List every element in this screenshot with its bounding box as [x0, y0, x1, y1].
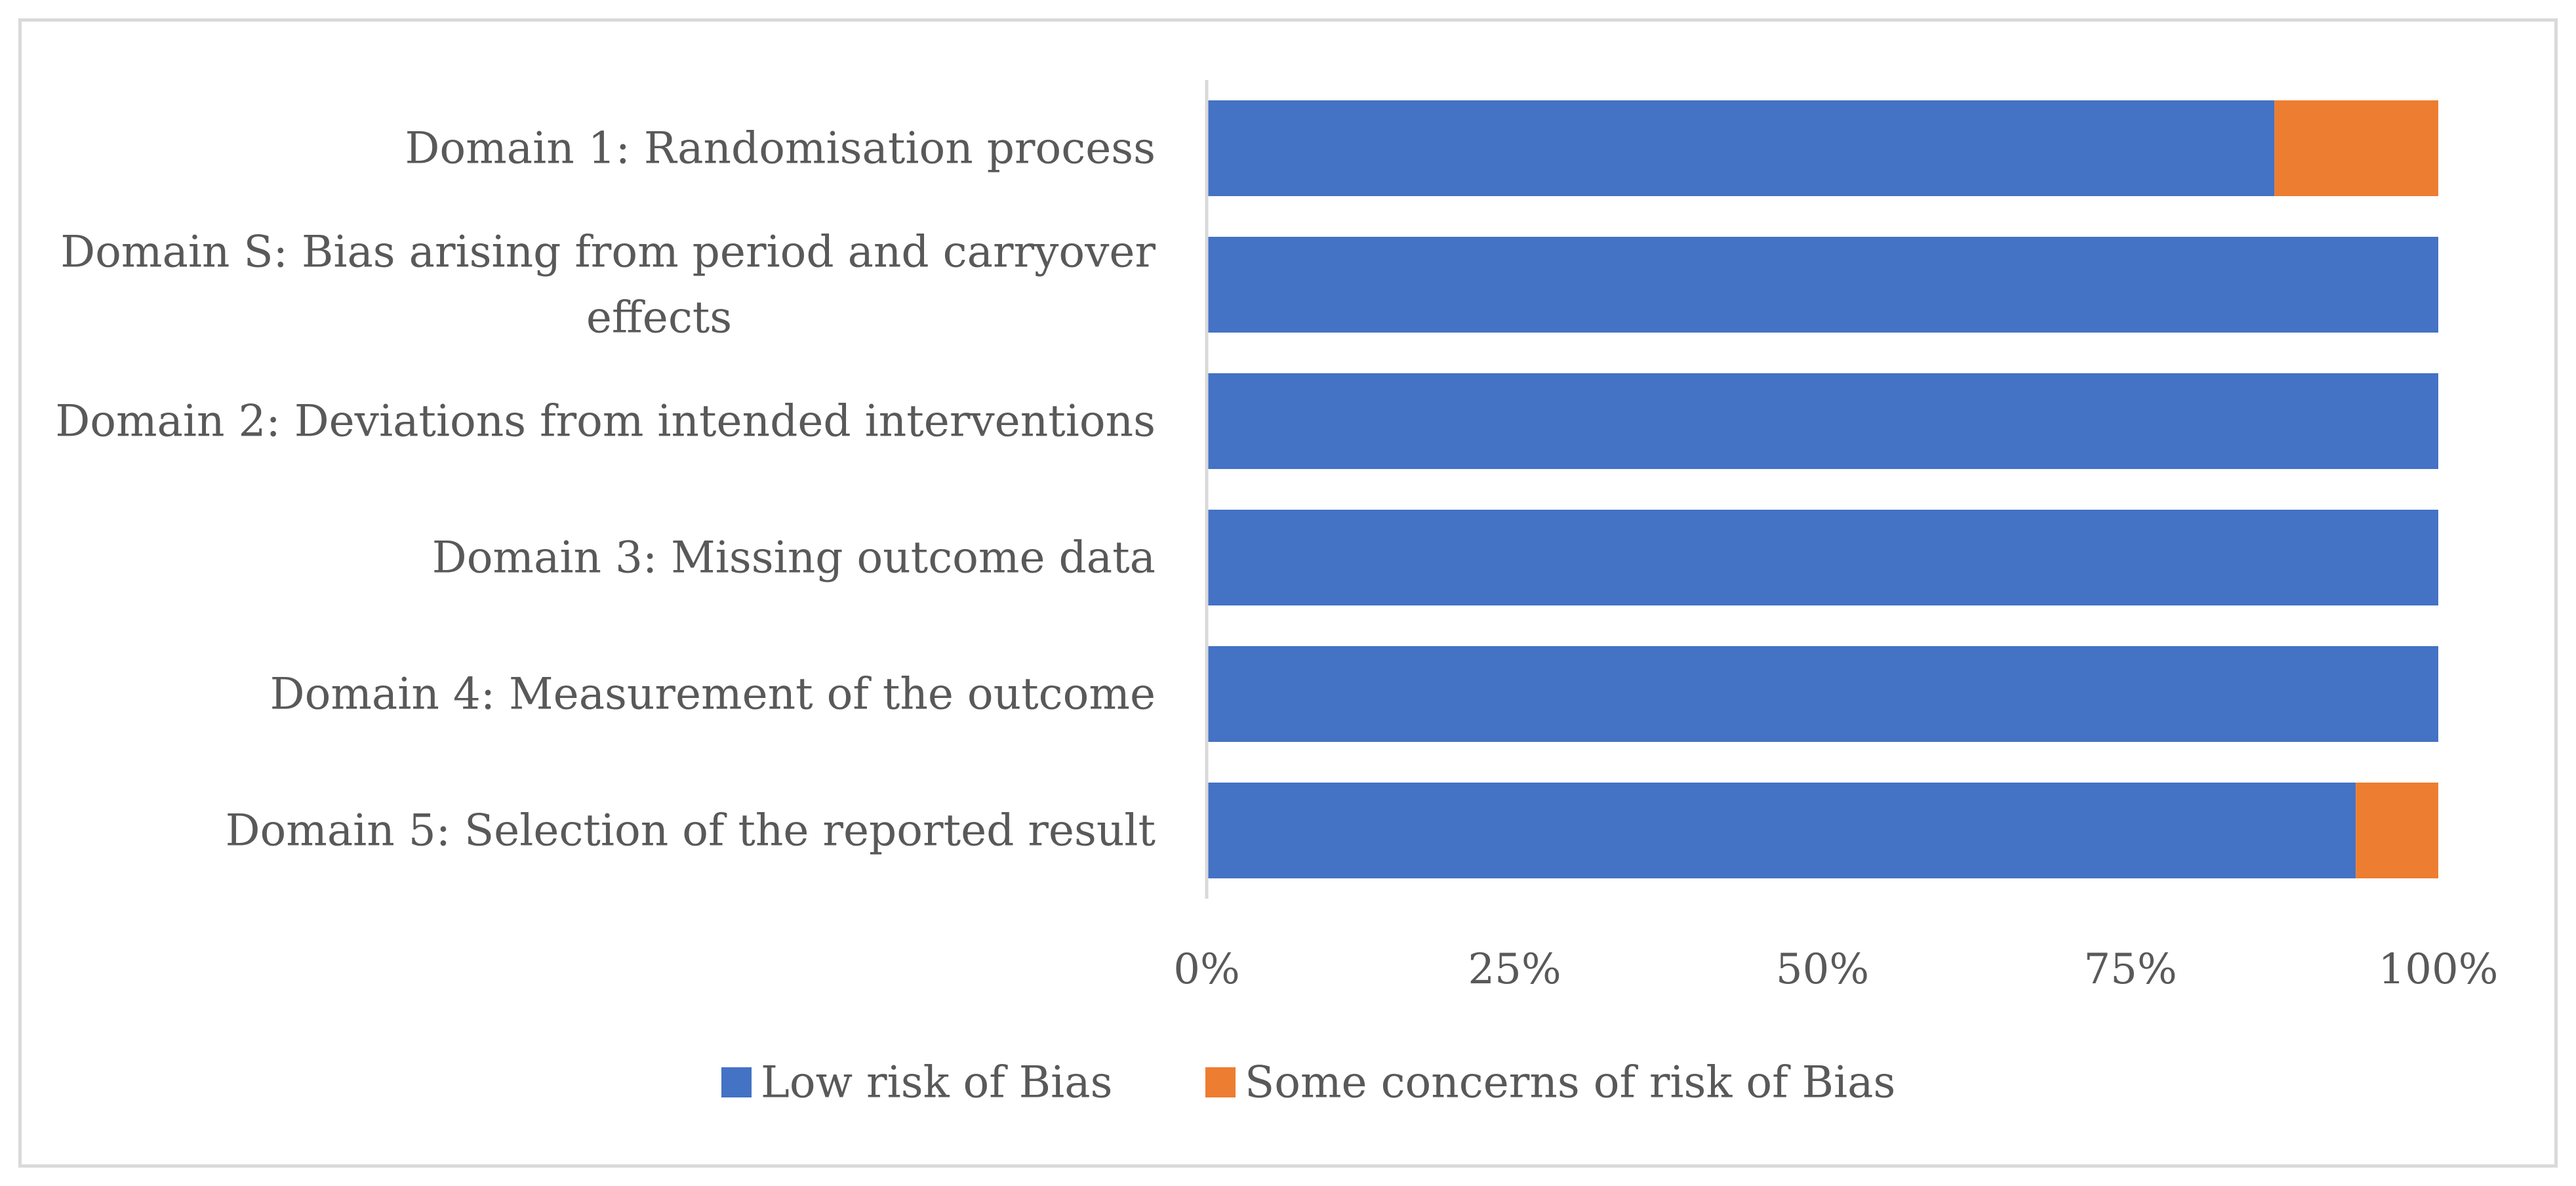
legend-swatch	[721, 1067, 752, 1097]
bar-low-risk-4	[1207, 510, 2438, 605]
bar-some-concerns-6	[2356, 783, 2438, 878]
x-tick-label: 75%	[2083, 945, 2177, 994]
category-label-5: Domain 4: Measurement of the outcome	[270, 669, 1156, 720]
bar-low-risk-3	[1207, 373, 2438, 469]
legend-item-low-risk: Low risk of Bias	[721, 1057, 1113, 1108]
legend: Low risk of Bias Some concerns of risk of…	[721, 1057, 1895, 1108]
legend-item-some-concerns: Some concerns of risk of Bias	[1205, 1057, 1895, 1108]
x-tick-label: 100%	[2379, 945, 2499, 994]
bar-low-risk-5	[1207, 646, 2438, 742]
category-labels: Domain 1: Randomisation process Domain S:…	[55, 123, 1156, 856]
x-tick-label: 25%	[1468, 945, 1561, 994]
x-axis-tick-labels: 0% 25% 50% 75% 100%	[1173, 945, 2498, 994]
category-label-2: Domain S: Bias arising from period and c…	[60, 227, 1156, 343]
bars-layer	[1207, 100, 2438, 878]
category-label-6: Domain 5: Selection of the reported resu…	[226, 806, 1156, 856]
legend-label: Low risk of Bias	[761, 1057, 1113, 1108]
x-tick-label: 50%	[1776, 945, 1869, 994]
legend-label: Some concerns of risk of Bias	[1245, 1057, 1895, 1108]
bar-low-risk-6	[1207, 783, 2356, 878]
category-label-3: Domain 2: Deviations from intended inter…	[55, 396, 1156, 447]
bar-low-risk-2	[1207, 237, 2438, 333]
category-label-line: Domain S: Bias arising from period and c…	[60, 227, 1156, 277]
bar-low-risk-1	[1207, 100, 2275, 196]
x-tick-label: 0%	[1173, 945, 1240, 994]
bar-some-concerns-1	[2274, 100, 2438, 196]
category-label-4: Domain 3: Missing outcome data	[432, 533, 1156, 583]
legend-swatch	[1205, 1067, 1236, 1097]
category-label-line: effects	[586, 293, 732, 343]
category-label-1: Domain 1: Randomisation process	[405, 123, 1156, 174]
